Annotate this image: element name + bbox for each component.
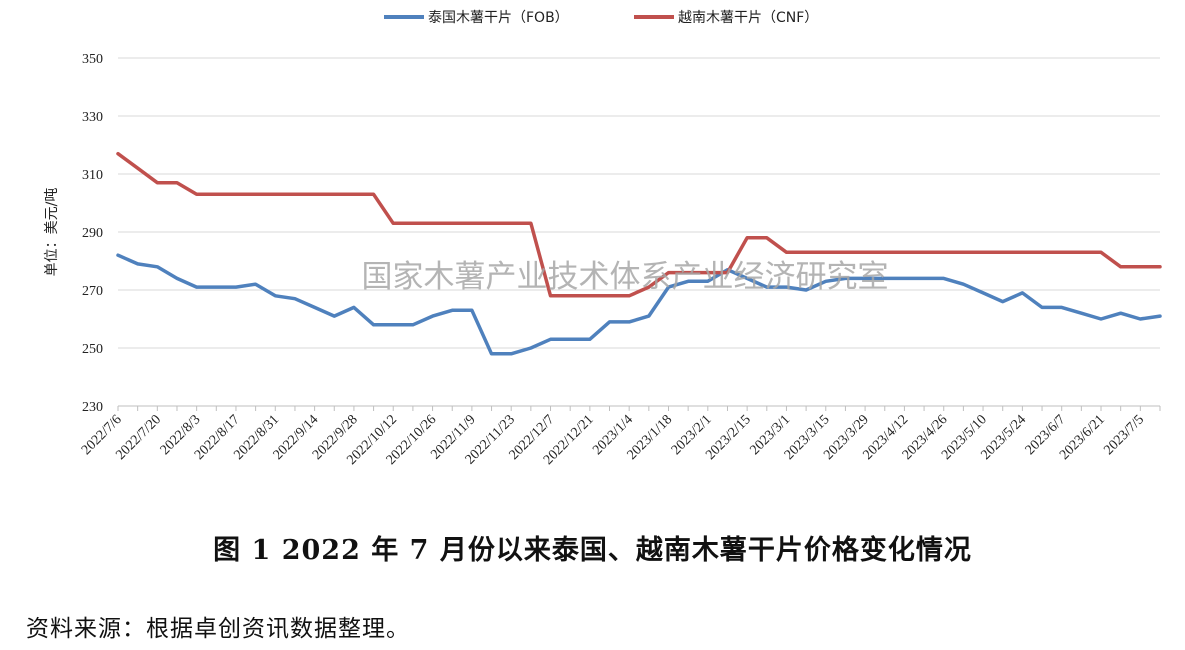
y-axis-label: 单位：美元/吨 [44,188,60,277]
source-note: 资料来源：根据卓创资讯数据整理。 [26,616,410,642]
y-tick-label: 250 [82,342,103,357]
legend-label: 泰国木薯干片（FOB） [428,10,569,26]
watermark-text: 国家木薯产业技术体系产业经济研究室 [362,259,889,295]
chart-series [116,151,1162,356]
series-line-thailand [116,253,1162,356]
y-tick-label: 310 [82,168,103,183]
y-tick-label: 270 [82,284,103,299]
chart-legend: 泰国木薯干片（FOB） 越南木薯干片（CNF） [384,10,818,26]
x-tick-label: 2023/7/5 [1101,412,1147,458]
line-chart: 泰国木薯干片（FOB） 越南木薯干片（CNF） 230 250 270 290 310 33… [44,10,1162,468]
y-tick-label: 290 [82,226,103,241]
legend-label: 越南木薯干片（CNF） [678,10,818,26]
y-tick-label: 350 [82,52,103,67]
y-tick-label: 330 [82,110,103,125]
chart-grid [118,57,1160,349]
figure-caption: 图 1 2022 年 7 月份以来泰国、越南木薯干片价格变化情况 [213,535,972,566]
y-tick-label: 230 [82,400,103,415]
series-line-vietnam [116,151,1162,298]
